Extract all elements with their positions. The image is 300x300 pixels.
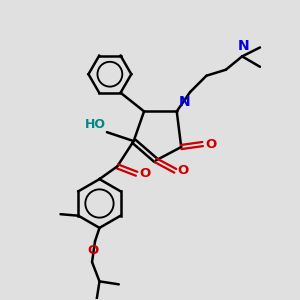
Text: N: N bbox=[238, 39, 249, 53]
Text: N: N bbox=[179, 95, 191, 109]
Text: O: O bbox=[205, 138, 216, 151]
Text: O: O bbox=[178, 164, 189, 177]
Text: HO: HO bbox=[84, 118, 105, 131]
Text: O: O bbox=[139, 167, 150, 180]
Text: O: O bbox=[87, 244, 99, 256]
